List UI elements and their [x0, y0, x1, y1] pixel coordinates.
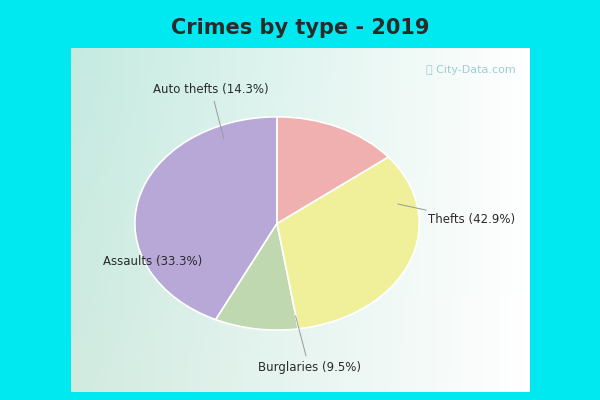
- Wedge shape: [135, 117, 277, 320]
- Text: Assaults (33.3%): Assaults (33.3%): [103, 255, 202, 268]
- Text: Auto thefts (14.3%): Auto thefts (14.3%): [153, 83, 269, 139]
- Text: Thefts (42.9%): Thefts (42.9%): [398, 204, 515, 226]
- Wedge shape: [277, 157, 419, 329]
- Text: ⓘ City-Data.com: ⓘ City-Data.com: [426, 65, 515, 75]
- Wedge shape: [216, 224, 298, 330]
- Wedge shape: [277, 117, 388, 224]
- Text: Burglaries (9.5%): Burglaries (9.5%): [257, 316, 361, 374]
- Text: Crimes by type - 2019: Crimes by type - 2019: [171, 18, 429, 38]
